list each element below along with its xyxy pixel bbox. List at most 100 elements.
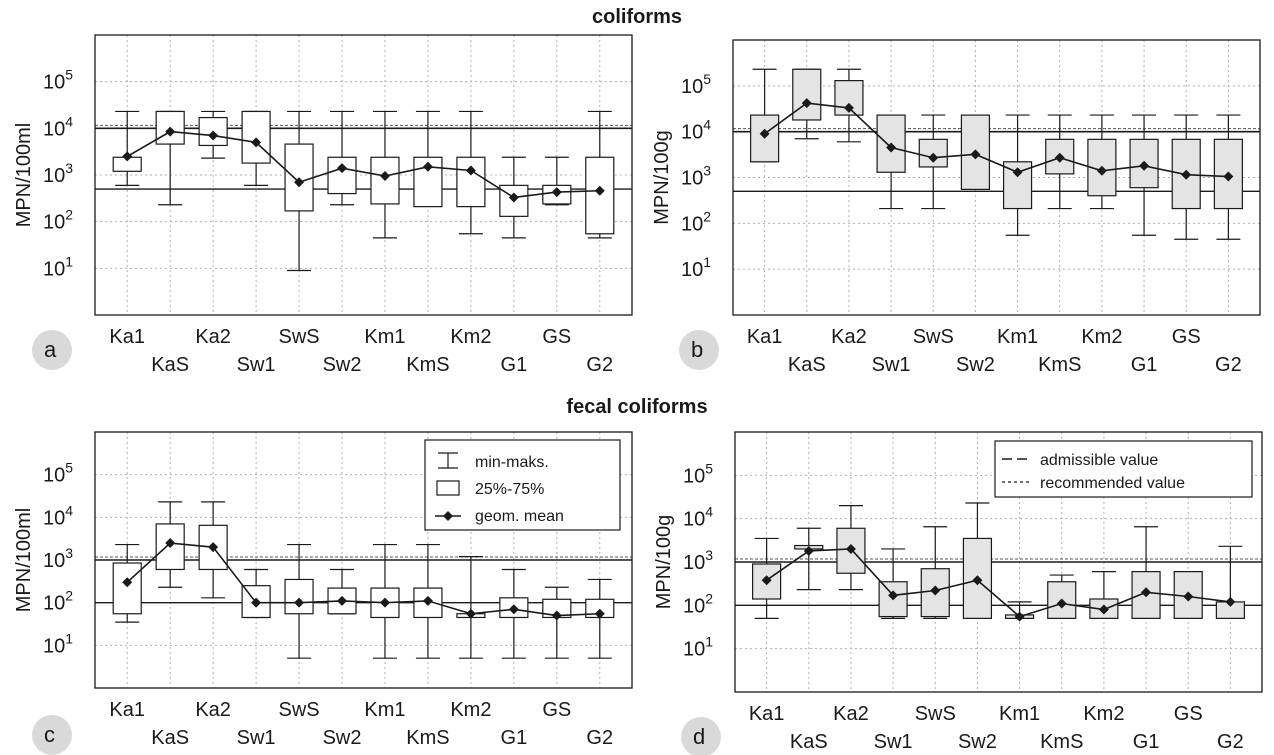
- panel-badge-letter: d: [693, 724, 705, 749]
- plot-frame: [732, 39, 1261, 316]
- box-Sw2: [327, 156, 357, 195]
- x-tick-label: KmS: [1040, 731, 1083, 753]
- y-tick-label: 101: [43, 253, 73, 280]
- x-tick-label: KmS: [406, 354, 449, 376]
- box-Ka1: [112, 562, 142, 615]
- panel-b: 101 102 103 104 105 Ka1KaSKa2Sw1SwSSw2Km1KmSK…: [651, 39, 1261, 376]
- x-tick-label: KaS: [151, 727, 189, 749]
- geom-mean-point: [1181, 169, 1192, 180]
- y-axis-label: MPN/100ml: [13, 508, 35, 612]
- y-tick-label: 103: [43, 545, 73, 572]
- x-tick-label: G2: [1215, 354, 1242, 376]
- x-tick-label: G2: [586, 727, 613, 749]
- geom-mean-point: [165, 538, 176, 549]
- geom-mean-point: [465, 608, 476, 619]
- x-tick-label: GS: [542, 326, 571, 348]
- x-tick-label: G1: [1131, 354, 1158, 376]
- y-tick-label: 103: [681, 163, 711, 190]
- geom-mean-point: [337, 595, 348, 606]
- geom-mean-point: [1098, 604, 1109, 615]
- legend-mean-symbol: [443, 511, 453, 521]
- geom-mean-point: [422, 161, 433, 172]
- geom-mean-point: [1141, 587, 1152, 598]
- geom-mean-point: [928, 152, 939, 163]
- panel-badge: [681, 717, 721, 755]
- x-tick-label: KmS: [1038, 354, 1081, 376]
- geom-mean-point: [294, 177, 305, 188]
- panel-d: 101 102 103 104 105 Ka1KaSKa2Sw1SwSSw2Km1KmSK…: [653, 431, 1263, 755]
- x-tick-label: Km2: [450, 699, 491, 721]
- x-tick-label: SwS: [278, 699, 319, 721]
- x-tick-label: Ka2: [833, 703, 869, 725]
- x-tick-label: SwS: [913, 326, 954, 348]
- x-tick-label: Km1: [364, 699, 405, 721]
- geom-mean-point: [294, 597, 305, 608]
- panel-badge: [32, 715, 72, 755]
- legend-reference-lines: admissible value recommended value: [994, 440, 1253, 498]
- x-tick-label: Sw1: [237, 354, 276, 376]
- geom-mean-point: [845, 543, 856, 554]
- geom-mean-line: [126, 130, 600, 199]
- x-tick-label: G1: [501, 727, 528, 749]
- geom-mean-point: [551, 187, 562, 198]
- x-tick-label: KaS: [151, 354, 189, 376]
- geom-mean-point: [1139, 160, 1150, 171]
- geom-mean-point: [122, 577, 133, 588]
- legend-box-elements: min-maks. 25%-75% geom. mean: [424, 439, 621, 531]
- y-tick-label: 102: [683, 590, 713, 617]
- x-tick-label: Km1: [999, 703, 1040, 725]
- y-tick-label: 104: [683, 504, 713, 531]
- geom-mean-point: [122, 151, 133, 162]
- x-tick-label: Sw2: [956, 354, 995, 376]
- x-tick-label: GS: [1172, 326, 1201, 348]
- x-tick-label: Sw2: [323, 727, 362, 749]
- y-tick-label: 105: [43, 460, 73, 487]
- x-tick-label: G1: [501, 354, 528, 376]
- x-tick-label: Sw1: [872, 354, 911, 376]
- geom-mean-point: [465, 165, 476, 176]
- x-tick-label: Ka2: [195, 699, 231, 721]
- legend-mean-label: geom. mean: [475, 508, 564, 525]
- x-tick-label: Sw1: [237, 727, 276, 749]
- geom-mean-point: [886, 142, 897, 153]
- geom-mean-point: [803, 545, 814, 556]
- box-GS: [1171, 138, 1201, 210]
- geom-mean-point: [1183, 591, 1194, 602]
- y-axis-label: MPN/100g: [651, 130, 673, 225]
- legend-recommended-label: recommended value: [1040, 475, 1185, 492]
- x-tick-label: Ka1: [109, 699, 145, 721]
- y-tick-label: 102: [43, 588, 73, 615]
- geom-mean-point: [843, 102, 854, 113]
- geom-mean-point: [801, 98, 812, 109]
- x-tick-label: G1: [1133, 731, 1160, 753]
- geom-mean-point: [888, 590, 899, 601]
- x-tick-label: SwS: [278, 326, 319, 348]
- y-tick-label: 104: [681, 117, 711, 144]
- x-tick-label: Km2: [1083, 703, 1124, 725]
- box-Km2: [456, 156, 486, 208]
- geom-mean-point: [551, 610, 562, 621]
- panel-badge-letter: b: [691, 337, 703, 362]
- y-tick-label: 102: [681, 208, 711, 235]
- x-tick-label: Km1: [364, 326, 405, 348]
- geom-mean-point: [759, 128, 770, 139]
- geom-mean-point: [761, 575, 772, 586]
- y-tick-label: 103: [683, 547, 713, 574]
- geom-mean-point: [1012, 167, 1023, 178]
- section-title-fecal-coliforms: fecal coliforms: [566, 396, 708, 418]
- geom-mean-point: [594, 185, 605, 196]
- legend-admissible-label: admissible value: [1040, 452, 1158, 469]
- x-tick-label: Ka2: [195, 326, 231, 348]
- geom-mean-line: [766, 548, 1231, 618]
- geom-mean-point: [508, 192, 519, 203]
- section-title-coliforms: coliforms: [591, 6, 683, 28]
- geom-mean-point: [1225, 596, 1236, 607]
- y-tick-label: 101: [683, 634, 713, 661]
- geom-mean-line: [764, 102, 1229, 178]
- y-tick-label: 102: [43, 207, 73, 234]
- x-tick-label: Ka1: [747, 326, 783, 348]
- y-tick-label: 104: [43, 502, 73, 529]
- x-tick-label: GS: [1174, 703, 1203, 725]
- geom-mean-point: [1054, 152, 1065, 163]
